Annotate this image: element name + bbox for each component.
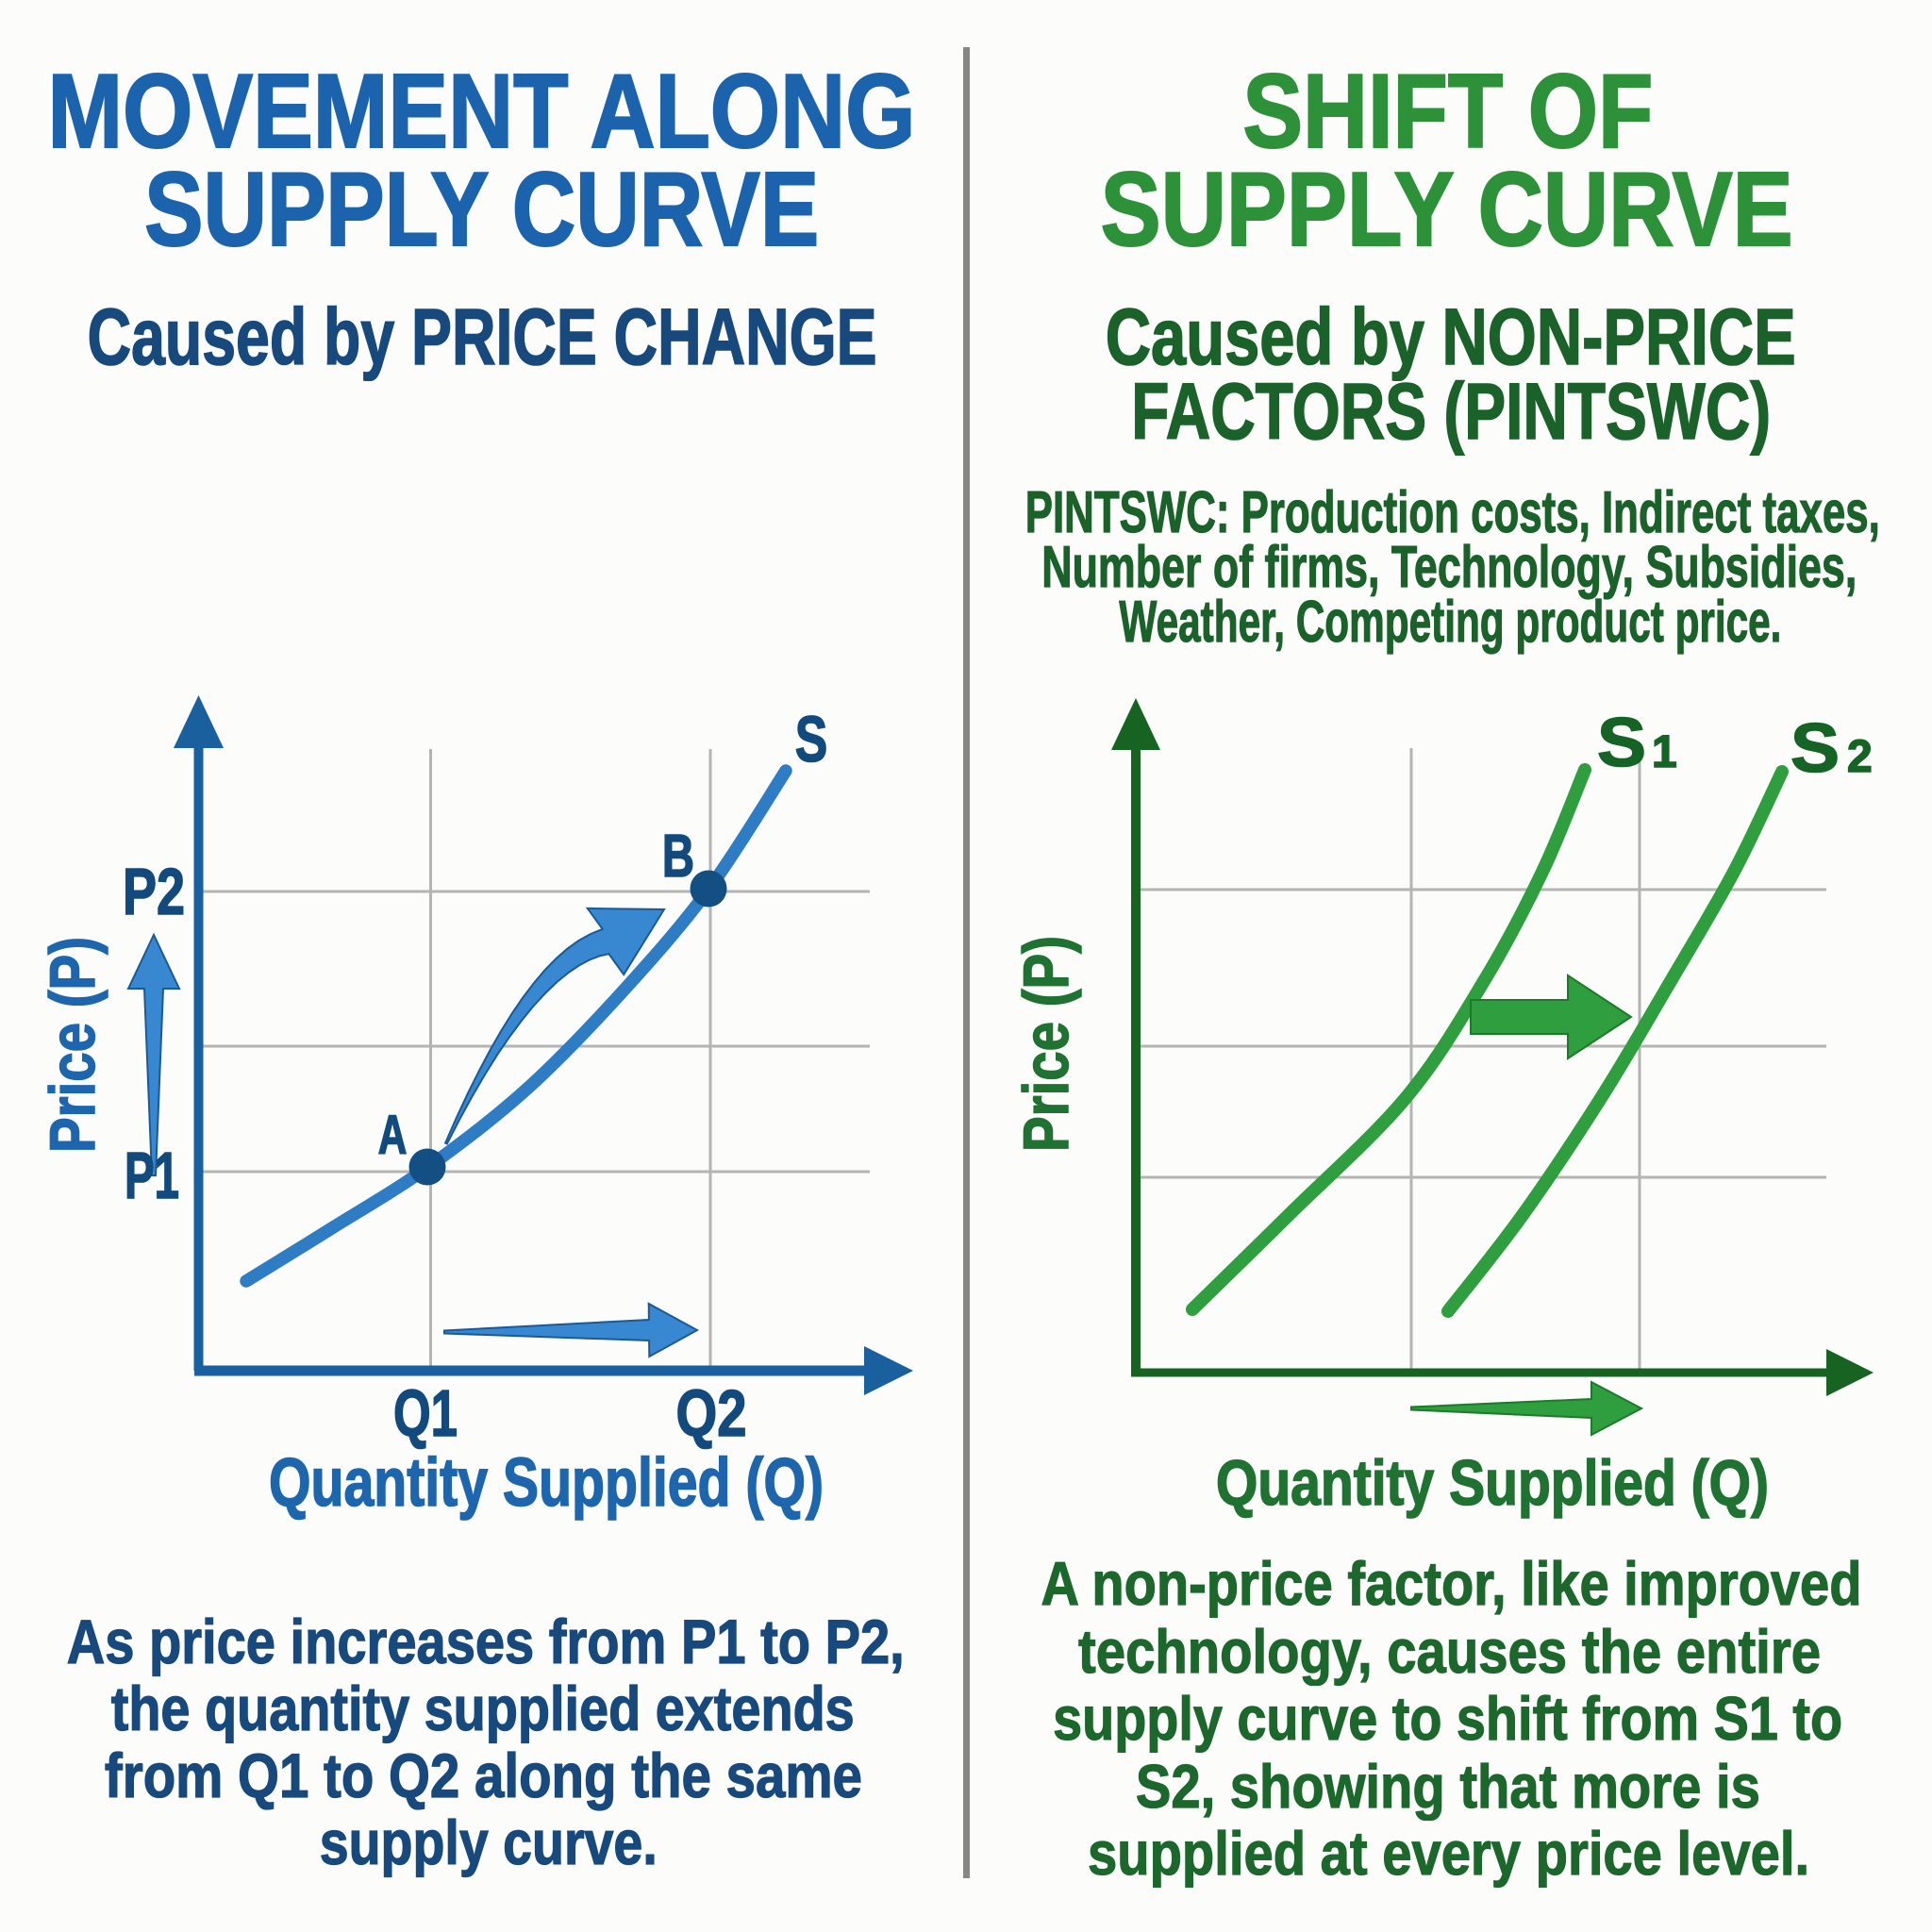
svg-text:Quantity Supplied (Q): Quantity Supplied (Q) bbox=[1216, 1447, 1769, 1519]
svg-text:P2: P2 bbox=[123, 855, 185, 928]
svg-text:Quantity Supplied (Q): Quantity Supplied (Q) bbox=[269, 1445, 824, 1521]
svg-text:P1: P1 bbox=[125, 1139, 179, 1212]
svg-text:1: 1 bbox=[1652, 727, 1677, 777]
svg-text:Price (P): Price (P) bbox=[37, 937, 108, 1153]
svg-text:S: S bbox=[1790, 710, 1840, 787]
svg-text:Price (P): Price (P) bbox=[1010, 936, 1082, 1152]
svg-text:S: S bbox=[795, 703, 828, 775]
svg-text:A: A bbox=[378, 1104, 408, 1165]
svg-text:B: B bbox=[662, 822, 694, 890]
svg-text:Q1: Q1 bbox=[393, 1376, 458, 1450]
svg-text:2: 2 bbox=[1847, 732, 1873, 782]
svg-text:S: S bbox=[1597, 705, 1646, 781]
svg-text:Q2: Q2 bbox=[676, 1376, 747, 1450]
